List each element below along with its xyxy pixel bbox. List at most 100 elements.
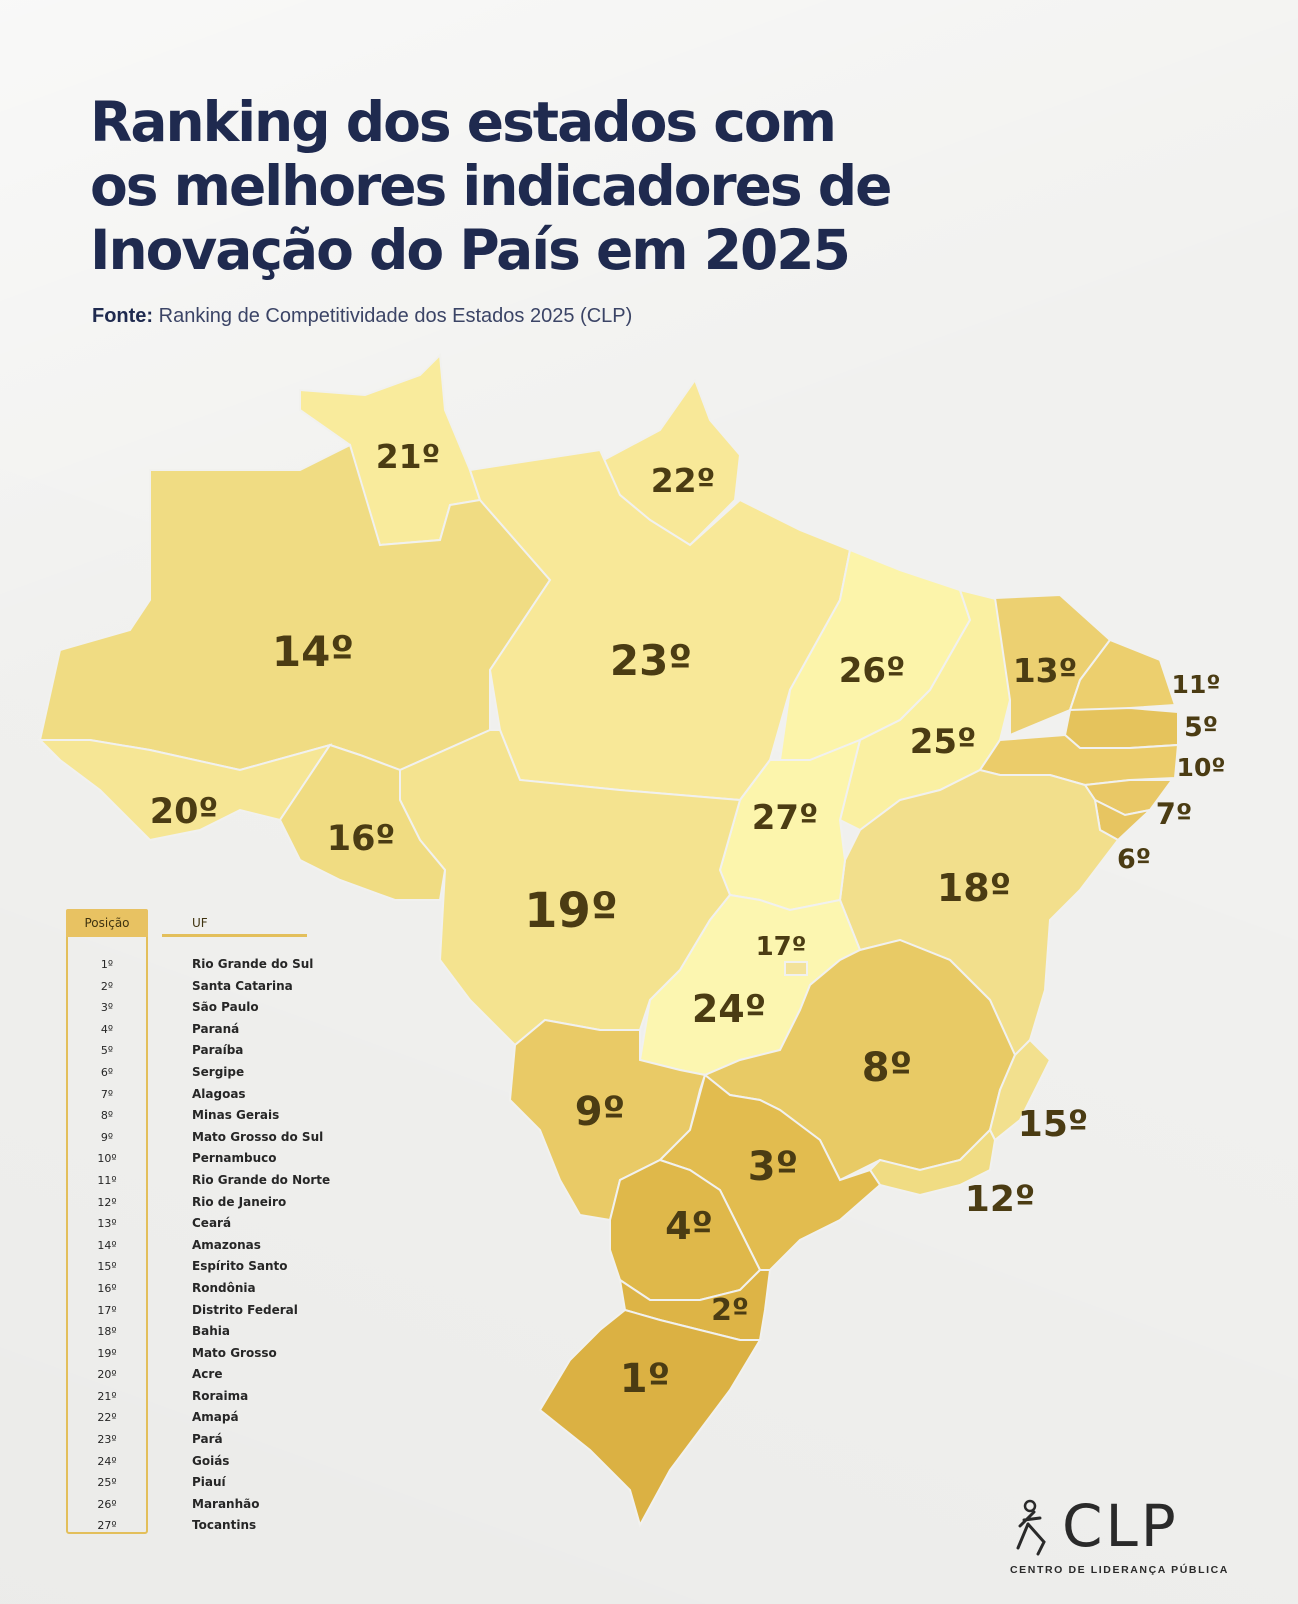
label-ba: 18º (937, 866, 1011, 910)
row-position: 14º (97, 1238, 117, 1252)
row-state: Paraíba (192, 1043, 244, 1058)
row-position: 19º (97, 1346, 117, 1360)
table-row: 10º Pernambuco (66, 1148, 366, 1170)
title-line-2: os melhores indicadores de (90, 154, 892, 218)
label-pe: 10º (1177, 753, 1226, 782)
row-state: Espírito Santo (192, 1259, 288, 1274)
row-position: 7º (100, 1087, 114, 1101)
row-position: 16º (97, 1281, 117, 1295)
table-row: 16º Rondônia (66, 1278, 366, 1300)
row-position: 21º (97, 1389, 117, 1403)
row-state: Amazonas (192, 1237, 261, 1252)
row-position: 4º (100, 1022, 114, 1036)
table-row: 11º Rio Grande do Norte (66, 1170, 366, 1192)
label-mg: 8º (862, 1045, 912, 1091)
row-position: 24º (97, 1454, 117, 1468)
label-pi: 25º (910, 722, 977, 762)
title-line-3: Inovação do País em 2025 (90, 218, 851, 282)
table-row: 1º Rio Grande do Sul (66, 954, 366, 976)
state-df[interactable] (784, 961, 808, 976)
table-row: 4º Paraná (66, 1019, 366, 1041)
row-position: 5º (100, 1044, 114, 1058)
label-es: 15º (1018, 1104, 1088, 1145)
row-state: Acre (192, 1367, 223, 1382)
table-row: 8º Minas Gerais (66, 1105, 366, 1127)
row-position: 12º (97, 1195, 117, 1209)
table-row: 6º Sergipe (66, 1062, 366, 1084)
table-row: 24º Goiás (66, 1451, 366, 1473)
row-position: 17º (97, 1303, 117, 1317)
row-state: Paraná (192, 1021, 240, 1036)
ranking-rows: 1º Rio Grande do Sul 2º Santa Catarina 3º São… (66, 954, 366, 1537)
table-row: 25º Piauí (66, 1472, 366, 1494)
row-position: 1º (100, 958, 114, 971)
row-state: Minas Gerais (192, 1108, 280, 1123)
row-position: 18º (97, 1325, 117, 1339)
figure-icon (1016, 1499, 1046, 1556)
table-row: 22º Amapá (66, 1407, 366, 1429)
row-state: São Paulo (192, 1000, 259, 1015)
row-state: Amapá (192, 1410, 239, 1425)
state-rj[interactable] (868, 1128, 997, 1197)
row-position: 15º (97, 1260, 117, 1274)
row-position: 13º (97, 1217, 117, 1231)
table-row: 15º Espírito Santo (66, 1256, 366, 1278)
row-position: 26º (97, 1497, 117, 1511)
label-pa: 23º (610, 636, 692, 685)
row-state: Mato Grosso (192, 1345, 277, 1360)
row-state: Tocantins (192, 1518, 257, 1533)
row-state: Goiás (192, 1453, 230, 1468)
row-state: Maranhão (192, 1496, 260, 1511)
label-am: 14º (272, 627, 354, 676)
ranking-table: Posição UF 1º Rio Grande do Sul 2º Santa Ca… (66, 909, 330, 1534)
label-to: 27º (752, 798, 819, 838)
title-line-1: Ranking dos estados com (90, 90, 837, 154)
row-state: Rondônia (192, 1280, 256, 1295)
row-position: 2º (100, 979, 114, 993)
label-ro: 16º (327, 819, 395, 859)
label-rj: 12º (965, 1179, 1035, 1220)
source-label: Fonte: (92, 305, 154, 327)
table-row: 14º Amazonas (66, 1235, 366, 1257)
row-state: Rio Grande do Norte (192, 1172, 331, 1187)
state-rs[interactable] (538, 1308, 762, 1528)
label-mt: 19º (524, 883, 618, 939)
row-state: Bahia (192, 1324, 230, 1339)
table-row: 27º Tocantins (66, 1515, 366, 1537)
table-row: 5º Paraíba (66, 1040, 366, 1062)
table-row: 3º São Paulo (66, 997, 366, 1019)
label-al: 7º (1156, 797, 1193, 831)
row-state: Distrito Federal (192, 1302, 298, 1317)
label-ce: 13º (1013, 651, 1078, 690)
table-row: 26º Maranhão (66, 1494, 366, 1516)
row-position: 3º (100, 1001, 114, 1015)
table-row: 2º Santa Catarina (66, 976, 366, 998)
label-rr: 21º (376, 437, 441, 476)
row-position: 10º (97, 1152, 117, 1166)
row-state: Piauí (192, 1475, 226, 1490)
row-state: Roraima (192, 1388, 249, 1403)
state-pb[interactable] (1063, 706, 1179, 749)
label-ap: 22º (651, 461, 716, 500)
row-state: Sergipe (192, 1064, 245, 1079)
state-es[interactable] (988, 1038, 1052, 1142)
label-rs: 1º (620, 1356, 670, 1402)
state-ro[interactable] (278, 743, 447, 901)
label-go: 24º (692, 987, 766, 1031)
row-state: Pará (192, 1432, 223, 1447)
row-position: 27º (97, 1519, 117, 1533)
uf-header: UF (162, 909, 307, 937)
label-sc: 2º (711, 1293, 749, 1328)
table-row: 21º Roraima (66, 1386, 366, 1408)
table-row: 7º Alagoas (66, 1084, 366, 1106)
table-row: 13º Ceará (66, 1213, 366, 1235)
label-ma: 26º (839, 651, 906, 691)
table-row: 23º Pará (66, 1429, 366, 1451)
table-row: 9º Mato Grosso do Sul (66, 1127, 366, 1149)
page-title: Ranking dos estados com os melhores indi… (90, 90, 930, 282)
brazil-map: 21º 22º 14º 23º 26º 13º 11º 5º 10º 7º 6º… (37, 352, 1226, 1528)
row-state: Ceará (192, 1216, 232, 1231)
row-position: 22º (97, 1411, 117, 1425)
source-line: Fonte: Ranking de Competitividade dos Es… (92, 305, 632, 328)
row-state: Santa Catarina (192, 978, 293, 993)
